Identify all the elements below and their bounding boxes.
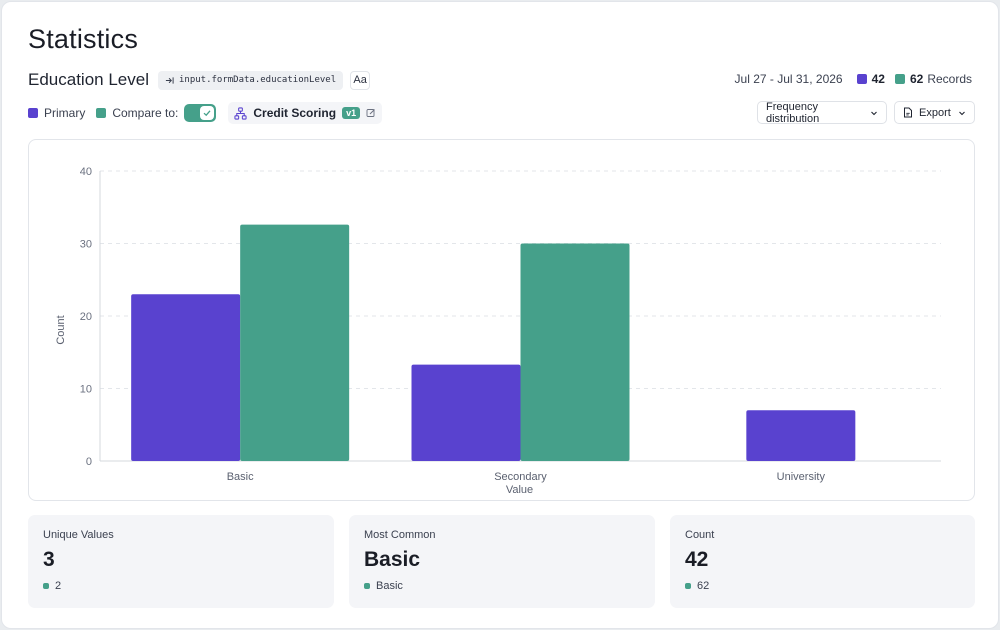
bar-primary [746, 410, 856, 461]
stat-card-unique-values: Unique Values 3 2 [28, 515, 334, 608]
legend-primary: Primary [28, 106, 85, 120]
model-version-badge: v1 [342, 107, 361, 119]
stat-card-count: Count 42 62 [670, 515, 975, 608]
compare-record-count: 62 [909, 72, 924, 86]
frequency-label: Frequency distribution [766, 100, 820, 125]
stat-label: Unique Values [43, 529, 114, 541]
document-icon [904, 107, 912, 118]
chart-card: 0 10 20 30 40 Basic Secondary University Value Co… [28, 139, 975, 501]
x-tick-label: Basic [227, 471, 254, 483]
stat-card-most-common: Most Common Basic Basic [349, 515, 655, 608]
bar-compare [520, 243, 630, 461]
legend-primary-swatch [28, 108, 38, 118]
stat-value: Basic [364, 548, 421, 571]
field-header: Education Level input.formData.education… [28, 69, 371, 91]
input-arrow-icon [165, 76, 174, 84]
field-path-badge[interactable]: input.formData.educationLevel [157, 70, 344, 90]
y-tick-label: 30 [80, 239, 92, 251]
y-tick-label: 20 [80, 311, 92, 323]
y-tick-label: 40 [80, 166, 92, 178]
field-name: Education Level [28, 70, 149, 89]
legend-compare: Compare to: [96, 106, 178, 120]
compare-dot [364, 583, 370, 589]
summary-meta: Jul 27 - Jul 31, 2026 42 62 Records [735, 72, 972, 86]
chevron-down-icon [871, 111, 877, 115]
compare-model-name: Credit Scoring [253, 106, 337, 120]
compare-dot [43, 583, 49, 589]
compare-dot [685, 583, 691, 589]
case-toggle-button[interactable]: Aa [350, 70, 371, 90]
stat-label: Count [685, 529, 715, 541]
check-icon [200, 106, 215, 120]
x-tick-label: University [777, 471, 826, 483]
records-label: Records [927, 72, 972, 86]
stat-compare-value: 62 [697, 580, 710, 592]
x-tick-label: Secondary [494, 471, 547, 483]
y-axis-title: Count [55, 315, 67, 344]
page-title: Statistics [28, 24, 139, 54]
compare-swatch [894, 74, 905, 84]
stat-label: Most Common [364, 529, 436, 541]
stat-compare: 62 [685, 580, 960, 592]
stat-compare: 2 [43, 580, 319, 592]
edit-icon[interactable] [366, 108, 376, 118]
y-tick-label: 0 [86, 456, 92, 468]
legend-row: Primary Compare to: Credit Scoring v1 [28, 102, 383, 124]
primary-swatch [856, 74, 867, 84]
frequency-distribution-dropdown[interactable]: Frequency distribution [757, 100, 887, 125]
stat-value: 42 [685, 548, 709, 571]
export-label: Export [919, 106, 951, 119]
compare-model-chip[interactable]: Credit Scoring v1 [228, 102, 383, 124]
bar-primary [411, 364, 521, 461]
stat-value: 3 [43, 548, 55, 571]
bar-compare [240, 224, 350, 461]
frequency-bar-chart: 0 10 20 30 40 Basic Secondary University Value Co… [55, 166, 941, 496]
stat-compare-value: 2 [55, 580, 62, 592]
legend-compare-label: Compare to: [112, 106, 179, 120]
primary-record-count: 42 [871, 72, 885, 86]
chevron-down-icon [959, 111, 965, 115]
stat-compare: Basic [364, 580, 640, 592]
model-tree-icon [234, 106, 247, 120]
export-button[interactable]: Export [894, 101, 975, 124]
y-tick-label: 10 [80, 384, 92, 396]
date-range: Jul 27 - Jul 31, 2026 [734, 72, 843, 86]
x-axis-title: Value [506, 484, 533, 496]
bar-primary [131, 294, 241, 461]
legend-compare-swatch [96, 108, 107, 118]
field-path: input.formData.educationLevel [178, 75, 337, 85]
stat-compare-value: Basic [376, 580, 403, 592]
compare-toggle[interactable] [184, 104, 217, 122]
legend-primary-label: Primary [44, 106, 86, 120]
